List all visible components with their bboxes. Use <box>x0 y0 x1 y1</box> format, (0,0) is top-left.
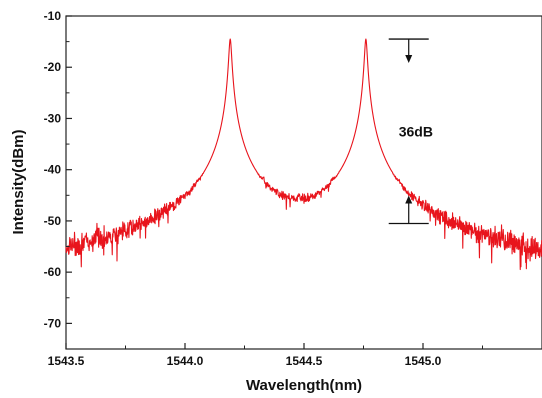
y-tick-label: -30 <box>44 111 62 125</box>
down-arrow-head <box>405 55 413 64</box>
y-tick-label: -70 <box>44 316 62 330</box>
y-axis-title: Intensity(dBm) <box>10 129 27 234</box>
y-tick-label: -60 <box>44 265 62 279</box>
x-tick-label: 1545.0 <box>405 354 442 368</box>
plot-frame <box>65 15 542 350</box>
x-axis-title: Wavelength(nm) <box>246 377 362 394</box>
series-line <box>65 38 542 271</box>
x-tick-label: 1543.5 <box>48 354 85 368</box>
y-tick-label: -50 <box>44 214 62 228</box>
y-tick-label: -10 <box>44 9 62 23</box>
y-axis-ticks: -10 -20 -30 -40 -50 -60 -70 <box>44 9 72 330</box>
x-tick-label: 1544.0 <box>167 354 204 368</box>
x-tick-label: 1544.5 <box>286 354 323 368</box>
y-tick-label: -20 <box>44 60 62 74</box>
y-tick-label: -40 <box>44 163 62 177</box>
up-arrow-head <box>405 195 413 204</box>
annotation-markers <box>388 38 429 225</box>
annotation-36db: 36dB <box>399 123 433 139</box>
x-axis-ticks: 1543.5 1544.0 1544.5 1545.0 <box>48 343 483 368</box>
